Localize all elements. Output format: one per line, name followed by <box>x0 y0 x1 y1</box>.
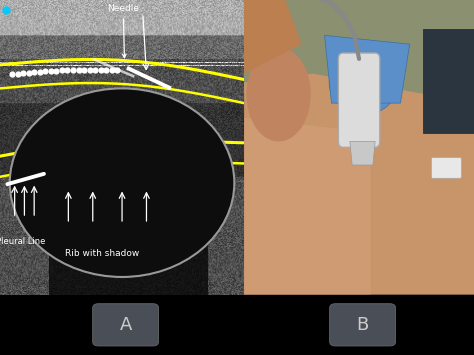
Polygon shape <box>244 118 371 295</box>
Text: Serratus Anterior Muscle: Serratus Anterior Muscle <box>94 120 199 136</box>
FancyBboxPatch shape <box>431 158 461 178</box>
Polygon shape <box>244 0 474 94</box>
Ellipse shape <box>10 88 234 277</box>
Polygon shape <box>244 74 474 295</box>
Polygon shape <box>350 141 375 165</box>
FancyBboxPatch shape <box>338 53 380 147</box>
Polygon shape <box>423 29 474 132</box>
Polygon shape <box>325 36 410 103</box>
Ellipse shape <box>246 47 311 141</box>
Polygon shape <box>244 0 301 74</box>
FancyBboxPatch shape <box>330 304 395 346</box>
Text: Rib with shadow: Rib with shadow <box>65 249 140 258</box>
FancyBboxPatch shape <box>92 304 158 346</box>
Text: A: A <box>119 316 132 334</box>
Text: B: B <box>356 316 369 334</box>
Text: Needle: Needle <box>107 4 139 58</box>
Text: Pleural Line: Pleural Line <box>0 237 46 246</box>
Ellipse shape <box>329 50 398 115</box>
